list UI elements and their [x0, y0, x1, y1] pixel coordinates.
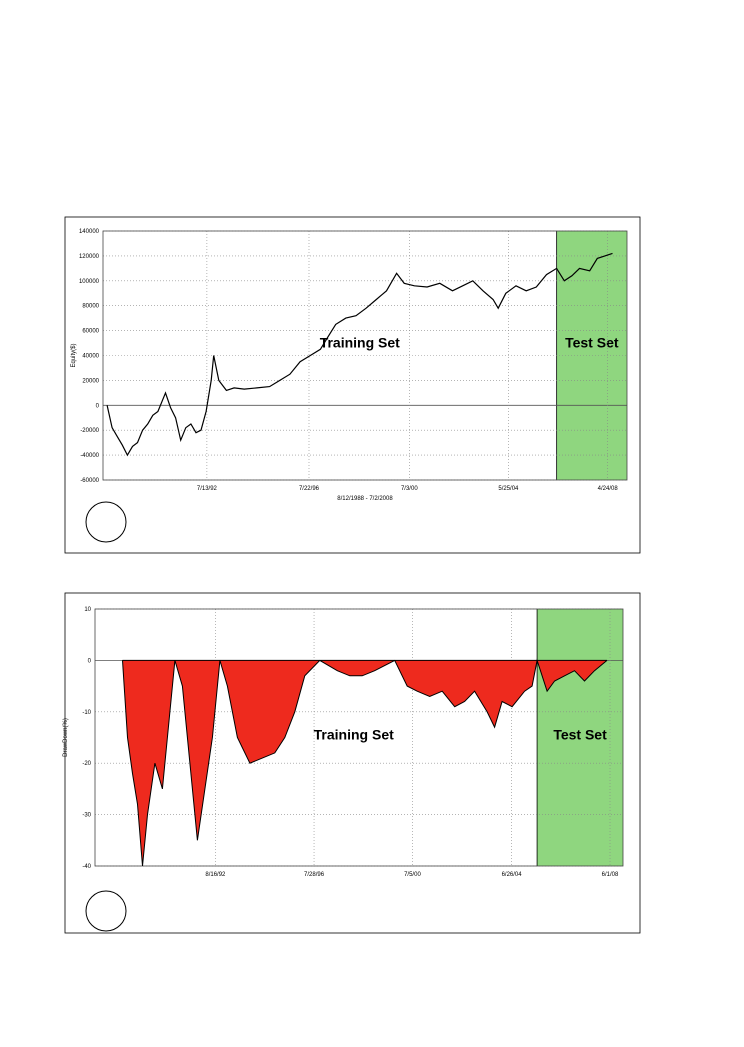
x-tick-label: 7/22/96: [299, 486, 320, 492]
annotation: Training Set: [314, 727, 394, 743]
x-tick-label: 7/28/96: [304, 872, 325, 878]
x-tick-label: 6/1/08: [602, 872, 619, 878]
line: [106, 252, 613, 457]
span: [537, 609, 623, 866]
x-tick-label: 7/5/00: [404, 872, 421, 878]
badge: [85, 890, 127, 932]
y-tick-label: -20000: [80, 428, 99, 434]
x-tick-label: 7/13/92: [197, 486, 218, 492]
y-tick-label: -40000: [80, 453, 99, 459]
frame: [64, 592, 641, 934]
annotation: Training Set: [320, 335, 400, 351]
y-tick-label: 20000: [82, 378, 99, 384]
y-tick-label: -40: [82, 864, 91, 870]
y-tick-label: 120000: [79, 254, 100, 260]
y-tick-label: 80000: [82, 304, 99, 310]
x-axis-label: 8/12/1988 - 7/2/2008: [337, 496, 393, 502]
x-tick-label: 7/3/00: [401, 486, 418, 492]
plot-frame: [94, 608, 624, 867]
span-label: Test Set: [553, 727, 607, 743]
y-tick-label: 60000: [82, 329, 99, 335]
y-tick-label: 140000: [79, 229, 100, 235]
y-axis-label: Equity($): [71, 343, 77, 367]
badge: [85, 501, 127, 543]
x-tick-label: 4/24/08: [598, 486, 619, 492]
y-tick-label: -60000: [80, 478, 99, 484]
area: [122, 658, 608, 867]
y-tick-label: -10: [82, 710, 91, 716]
y-tick-label: -20: [82, 761, 91, 767]
y-tick-label: -30: [82, 813, 91, 819]
plot-frame: [102, 230, 628, 481]
y-tick-label: 40000: [82, 354, 99, 360]
frame: [64, 216, 641, 554]
y-tick-label: 0: [88, 658, 92, 664]
y-axis-label: DrawDown(%): [63, 718, 69, 757]
y-tick-label: 100000: [79, 279, 100, 285]
y-tick-label: 10: [84, 607, 91, 613]
x-tick-label: 5/25/04: [498, 486, 519, 492]
y-tick-label: 0: [96, 403, 100, 409]
x-tick-label: 8/16/92: [205, 872, 226, 878]
span-label: Test Set: [565, 335, 619, 351]
x-tick-label: 6/26/04: [502, 872, 523, 878]
